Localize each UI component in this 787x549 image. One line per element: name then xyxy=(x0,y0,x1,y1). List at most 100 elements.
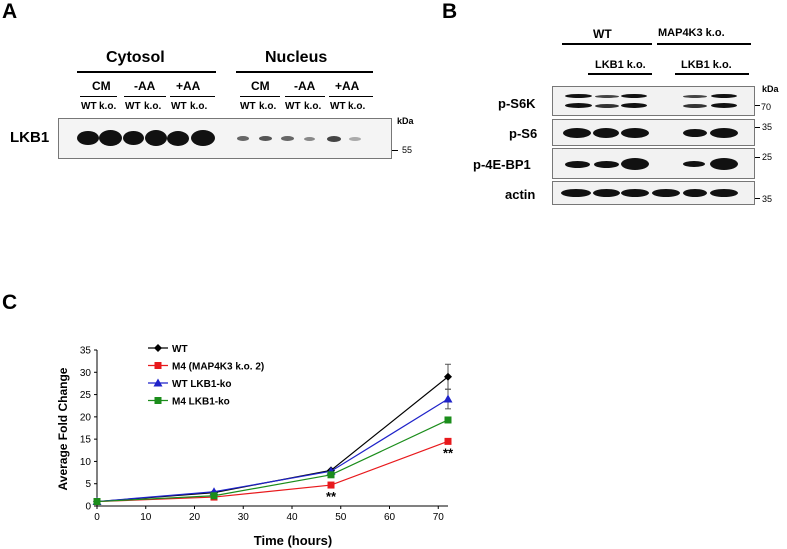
x-tick-label: 10 xyxy=(140,512,152,523)
nucleus-header: Nucleus xyxy=(265,49,328,66)
marker-55: 55 xyxy=(402,145,413,155)
x-tick-label: 60 xyxy=(384,512,396,523)
blot-band xyxy=(77,131,99,145)
x-tick-label: 50 xyxy=(335,512,347,523)
map4k3-rule xyxy=(657,43,751,45)
chart-axes: 0 10 20 30 40 50 60 70 0 5 10 15 20 25 30 35 xyxy=(80,346,448,523)
blot-band xyxy=(594,161,619,168)
y-tick-label: 20 xyxy=(80,412,92,423)
wt-header: WT xyxy=(593,27,612,41)
condition-rule xyxy=(329,96,373,97)
blot-band xyxy=(683,104,707,108)
marker-35: 35 xyxy=(762,122,773,132)
blot-band xyxy=(711,94,737,98)
lane-label: WT xyxy=(330,101,346,112)
x-tick-label: 70 xyxy=(433,512,445,523)
condition-rule xyxy=(240,96,280,97)
blot-band xyxy=(565,103,592,108)
blot-band xyxy=(281,136,294,141)
series-line-wt-lkb1-ko xyxy=(96,398,449,503)
lane-label: k.o. xyxy=(304,101,322,112)
data-point-wt xyxy=(444,372,452,381)
blot-band xyxy=(683,189,707,197)
lane-label: k.o. xyxy=(99,101,117,112)
data-point-m4-map4k3-k-o-2 xyxy=(327,481,335,489)
y-tick-label: 15 xyxy=(80,435,92,446)
condition-rule xyxy=(170,96,215,97)
x-tick-label: 30 xyxy=(238,512,250,523)
lane-label: WT xyxy=(285,101,301,112)
cytosol-rule xyxy=(77,71,216,73)
blot-band xyxy=(595,95,619,98)
blot-band xyxy=(99,130,122,146)
blot-band xyxy=(145,130,167,146)
significance-annotation: ** xyxy=(326,489,337,504)
panel-c-label: C xyxy=(2,291,18,314)
blot-band xyxy=(621,103,647,108)
legend-marker-m4-map4k3-k-o-2 xyxy=(154,362,162,369)
chart-legend: WT M4 (MAP4K3 k.o. 2) WT LKB1-ko M4 LKB1-ko xyxy=(148,344,264,408)
lkb1-blot xyxy=(58,118,392,159)
data-point-m4-lkb1-ko xyxy=(210,492,218,500)
blot-band xyxy=(563,128,591,138)
p-s6k-blot xyxy=(552,86,755,116)
y-tick-label: 0 xyxy=(85,502,91,513)
nucleus-rule xyxy=(236,71,373,73)
row-label-actin: actin xyxy=(505,187,536,202)
cytosol-header: Cytosol xyxy=(106,49,165,66)
marker-tick xyxy=(755,157,760,158)
p-4e-bp1-blot xyxy=(552,148,755,179)
actin-blot xyxy=(552,181,755,205)
condition-minus-aa-nucleus: -AA xyxy=(294,79,316,93)
p-s6-blot xyxy=(552,119,755,146)
lane-label: WT xyxy=(81,101,97,112)
lane-label: WT xyxy=(125,101,141,112)
blot-band xyxy=(304,137,315,141)
marker-25: 25 xyxy=(762,152,773,162)
data-point-m4-map4k3-k-o-2 xyxy=(444,437,452,445)
y-tick-label: 5 xyxy=(85,479,91,490)
blot-band xyxy=(191,130,215,146)
condition-minus-aa-cytosol: -AA xyxy=(134,79,156,93)
condition-plus-aa-nucleus: +AA xyxy=(335,79,360,93)
legend-label-wt-lkb1-ko: WT LKB1-ko xyxy=(172,379,231,390)
data-point-m4-lkb1-ko xyxy=(93,498,101,506)
blot-band xyxy=(593,128,619,138)
condition-rule xyxy=(124,96,166,97)
kda-unit: kDa xyxy=(762,84,779,94)
condition-cm-nucleus: CM xyxy=(251,79,270,93)
blot-band xyxy=(652,189,680,197)
y-tick-label: 25 xyxy=(80,390,92,401)
blot-band xyxy=(711,103,737,108)
data-point-m4-lkb1-ko xyxy=(327,471,335,479)
map4k3-header: MAP4K3 k.o. xyxy=(658,27,725,39)
condition-cm-cytosol: CM xyxy=(92,79,111,93)
lane-label: WT xyxy=(240,101,256,112)
lkb1-ko-rule-wt xyxy=(588,73,652,75)
blot-band xyxy=(593,189,620,197)
data-point-m4-lkb1-ko xyxy=(444,416,452,424)
chart-x-label: Time (hours) xyxy=(254,533,333,548)
blot-band xyxy=(565,94,592,98)
blot-band xyxy=(621,158,649,170)
lane-label: k.o. xyxy=(144,101,162,112)
legend-label-wt: WT xyxy=(172,344,188,355)
series-line-m4-map4k3-k-o-2 xyxy=(96,440,449,503)
row-label-p-s6: p-S6 xyxy=(509,126,538,141)
panel-a-label: A xyxy=(2,0,18,23)
legend-label-m4-lkb1-ko: M4 LKB1-ko xyxy=(172,397,230,408)
chart-y-label: Average Fold Change xyxy=(56,367,70,490)
series-line-m4-lkb1-ko xyxy=(96,419,449,503)
blot-band xyxy=(595,104,619,108)
blot-band xyxy=(683,161,705,167)
marker-70: 70 xyxy=(761,102,772,112)
y-tick-label: 35 xyxy=(80,346,92,357)
blot-band xyxy=(621,128,649,138)
x-tick-label: 20 xyxy=(189,512,201,523)
chart-marks: ** ** xyxy=(92,363,454,506)
legend-marker-m4-lkb1-ko xyxy=(154,397,162,404)
blot-band xyxy=(237,136,249,141)
marker-tick xyxy=(755,127,760,128)
marker-tick xyxy=(755,105,760,106)
